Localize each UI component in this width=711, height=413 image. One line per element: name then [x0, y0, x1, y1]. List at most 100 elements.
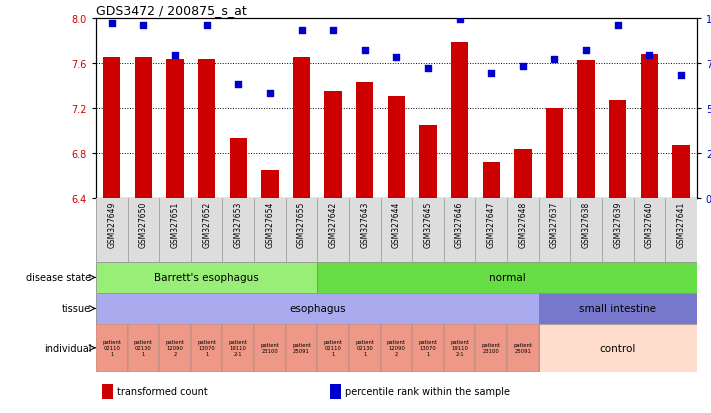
- Text: control: control: [599, 343, 636, 353]
- Bar: [191, 324, 223, 372]
- Text: GSM327651: GSM327651: [171, 202, 180, 247]
- Point: [580, 47, 592, 54]
- Text: GSM327637: GSM327637: [550, 202, 559, 248]
- Bar: [293, 58, 310, 198]
- Bar: [673, 145, 690, 198]
- Text: patient
02130
1: patient 02130 1: [356, 339, 374, 356]
- Bar: [223, 324, 254, 372]
- Bar: [380, 324, 412, 372]
- Point: [643, 53, 655, 59]
- Text: patient
13070
1: patient 13070 1: [419, 339, 437, 356]
- Text: patient
25091: patient 25091: [513, 342, 533, 354]
- Bar: [254, 324, 286, 372]
- Bar: [641, 55, 658, 198]
- Text: GSM327642: GSM327642: [328, 202, 338, 247]
- Bar: [412, 324, 444, 372]
- Point: [138, 22, 149, 29]
- Text: disease state: disease state: [26, 273, 91, 283]
- Bar: [286, 324, 317, 372]
- Text: GSM327650: GSM327650: [139, 202, 148, 248]
- Point: [486, 71, 497, 78]
- Point: [264, 91, 276, 97]
- Text: GSM327653: GSM327653: [234, 202, 242, 248]
- Bar: [134, 58, 152, 198]
- Point: [517, 64, 528, 70]
- Bar: [539, 293, 697, 324]
- Point: [422, 66, 434, 72]
- Text: GSM327638: GSM327638: [582, 202, 591, 247]
- Text: patient
25091: patient 25091: [292, 342, 311, 354]
- Point: [390, 55, 402, 62]
- Bar: [103, 58, 120, 198]
- Point: [612, 22, 624, 29]
- Bar: [261, 170, 279, 198]
- Text: patient
19110
2-1: patient 19110 2-1: [450, 339, 469, 356]
- Text: GSM327647: GSM327647: [487, 202, 496, 248]
- Text: patient
02130
1: patient 02130 1: [134, 339, 153, 356]
- Bar: [609, 100, 626, 198]
- Bar: [166, 60, 183, 198]
- Point: [169, 53, 181, 59]
- Bar: [331, 384, 341, 399]
- Text: small intestine: small intestine: [579, 304, 656, 314]
- Bar: [451, 43, 469, 198]
- Text: GSM327654: GSM327654: [265, 202, 274, 248]
- Bar: [356, 83, 373, 198]
- Point: [328, 28, 339, 34]
- Text: tissue: tissue: [62, 304, 91, 314]
- Bar: [476, 324, 507, 372]
- Text: patient
02110
1: patient 02110 1: [324, 339, 343, 356]
- Point: [675, 73, 687, 79]
- Bar: [317, 262, 697, 293]
- Text: patient
19110
2-1: patient 19110 2-1: [229, 339, 247, 356]
- Bar: [444, 324, 476, 372]
- Text: GSM327652: GSM327652: [202, 202, 211, 247]
- Text: patient
02110
1: patient 02110 1: [102, 339, 122, 356]
- Text: patient
23100: patient 23100: [260, 342, 279, 354]
- Text: GSM327644: GSM327644: [392, 202, 401, 248]
- Text: GSM327643: GSM327643: [360, 202, 369, 248]
- Bar: [514, 150, 532, 198]
- Bar: [102, 384, 113, 399]
- Text: patient
12090
2: patient 12090 2: [166, 339, 185, 356]
- Point: [232, 82, 244, 88]
- Point: [201, 22, 213, 29]
- Bar: [546, 108, 563, 198]
- Text: Barrett's esophagus: Barrett's esophagus: [154, 273, 259, 283]
- Point: [296, 28, 307, 34]
- Bar: [96, 293, 539, 324]
- Text: GSM327639: GSM327639: [613, 202, 622, 248]
- Text: GSM327646: GSM327646: [455, 202, 464, 248]
- Bar: [507, 324, 539, 372]
- Text: percentile rank within the sample: percentile rank within the sample: [346, 387, 510, 396]
- Text: GSM327641: GSM327641: [676, 202, 685, 247]
- Text: GSM327640: GSM327640: [645, 202, 654, 248]
- Text: patient
12090
2: patient 12090 2: [387, 339, 406, 356]
- Text: GSM327655: GSM327655: [297, 202, 306, 248]
- Bar: [387, 97, 405, 198]
- Bar: [96, 324, 127, 372]
- Text: esophagus: esophagus: [289, 304, 346, 314]
- Bar: [539, 324, 697, 372]
- Text: GSM327645: GSM327645: [424, 202, 432, 248]
- Bar: [317, 324, 349, 372]
- Bar: [198, 60, 215, 198]
- Bar: [96, 262, 317, 293]
- Point: [359, 47, 370, 54]
- Point: [106, 21, 117, 27]
- Text: transformed count: transformed count: [117, 387, 208, 396]
- Bar: [230, 139, 247, 198]
- Bar: [419, 125, 437, 198]
- Bar: [324, 92, 342, 198]
- Text: patient
23100: patient 23100: [482, 342, 501, 354]
- Text: normal: normal: [488, 273, 525, 283]
- Bar: [483, 162, 500, 198]
- Bar: [349, 324, 380, 372]
- Bar: [577, 61, 595, 198]
- Point: [549, 57, 560, 63]
- Text: GSM327649: GSM327649: [107, 202, 117, 248]
- Bar: [127, 324, 159, 372]
- Bar: [159, 324, 191, 372]
- Text: individual: individual: [43, 343, 91, 353]
- Text: GDS3472 / 200875_s_at: GDS3472 / 200875_s_at: [96, 5, 247, 17]
